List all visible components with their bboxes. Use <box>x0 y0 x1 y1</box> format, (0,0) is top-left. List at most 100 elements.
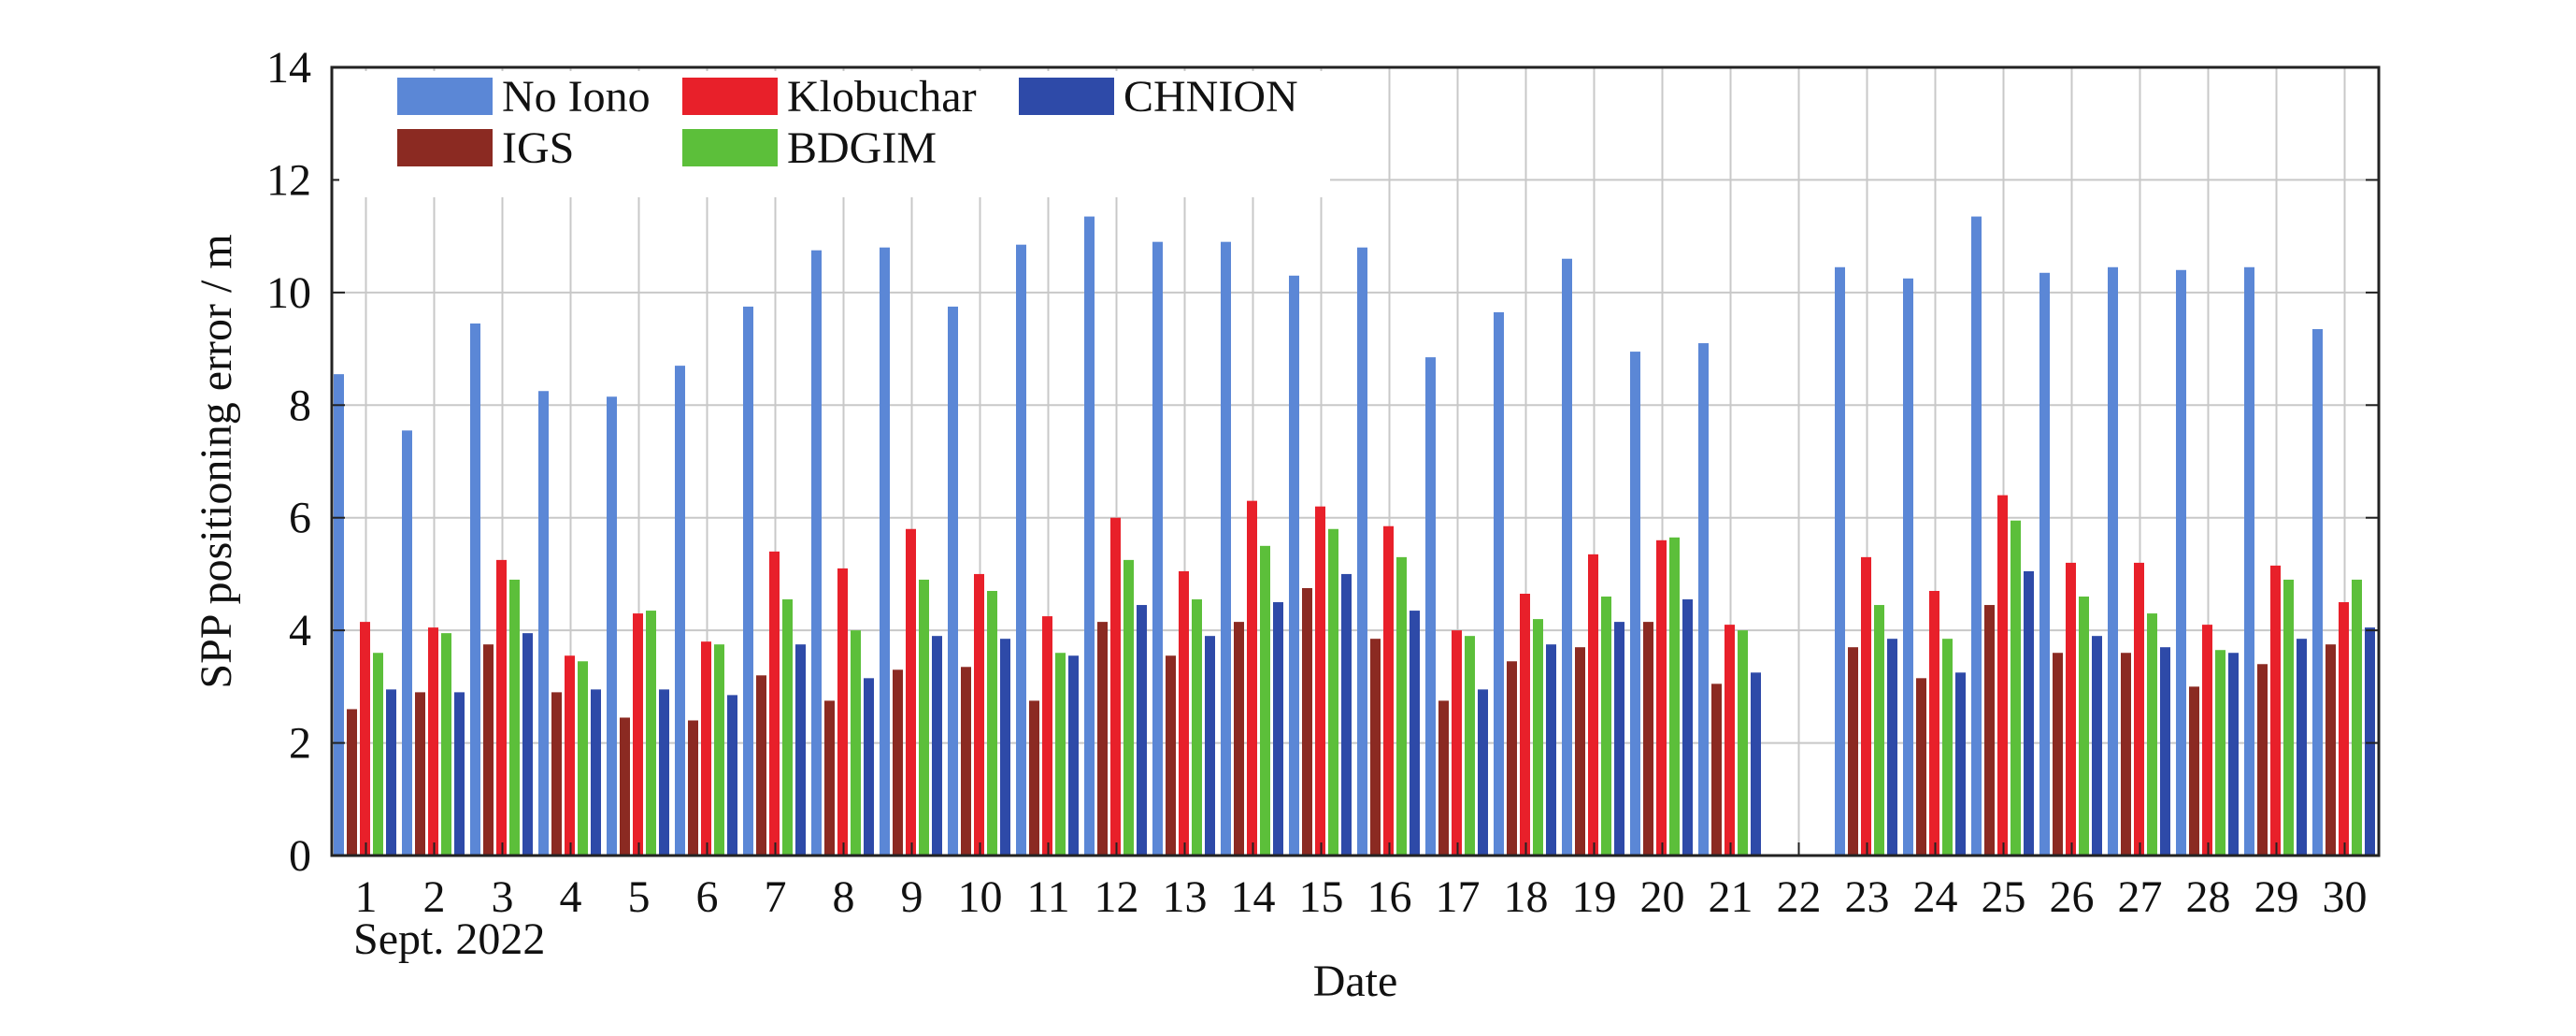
bar-bdgim <box>373 653 383 856</box>
bar-igs <box>1097 622 1108 856</box>
bar-igs <box>824 700 835 856</box>
x-tick-label: 10 <box>958 872 1003 922</box>
bar-klobuchar <box>837 568 848 856</box>
bar-chnion <box>591 689 601 856</box>
bar-igs <box>1575 647 1585 856</box>
bar-bdgim <box>441 633 451 856</box>
bar-bdgim <box>1533 619 1543 856</box>
bar-klobuchar <box>1656 540 1667 856</box>
bar-klobuchar <box>1724 625 1735 856</box>
x-tick-label: 27 <box>2118 872 2163 922</box>
bar-klobuchar <box>2066 562 2076 856</box>
bar-chnion <box>386 689 396 856</box>
bar-bdgim <box>1601 597 1611 856</box>
bar-no-iono <box>1084 216 1095 856</box>
bar-no-iono <box>470 323 480 856</box>
bar-no-iono <box>2039 272 2050 856</box>
bar-no-iono <box>1425 357 1436 856</box>
x-tick-label: 30 <box>2323 872 2368 922</box>
bar-chnion <box>2297 639 2307 856</box>
bar-chnion <box>1341 573 1352 856</box>
legend: No Iono Klobuchar CHNION IGS BDGIM <box>339 71 1330 197</box>
legend-swatch <box>397 129 493 166</box>
bar-chnion <box>1478 689 1488 856</box>
legend-label: No Iono <box>502 72 651 122</box>
bar-no-iono <box>948 306 958 856</box>
x-axis-title: Date <box>1313 957 1398 1006</box>
bar-bdgim <box>2283 579 2294 856</box>
bar-igs <box>1302 587 1312 856</box>
bar-igs <box>1984 605 1995 856</box>
x-tick-label: 17 <box>1436 872 1481 922</box>
bar-igs <box>415 692 425 856</box>
y-tick-label: 4 <box>289 606 311 655</box>
bar-no-iono <box>607 396 617 856</box>
bar-no-iono <box>2108 266 2118 856</box>
bar-klobuchar <box>1179 570 1189 856</box>
bar-bdgim <box>1260 545 1270 856</box>
x-tick-label: 16 <box>1367 872 1412 922</box>
y-tick-label: 0 <box>289 831 311 881</box>
bar-klobuchar <box>1383 525 1394 856</box>
legend-swatch <box>397 78 493 115</box>
bar-chnion <box>864 678 874 856</box>
legend-label: Klobuchar <box>787 72 977 122</box>
bar-no-iono <box>1016 244 1026 856</box>
legend-label: IGS <box>502 123 574 173</box>
bar-klobuchar <box>906 528 916 856</box>
bar-klobuchar <box>1588 554 1598 856</box>
bar-chnion <box>2024 570 2034 856</box>
bar-klobuchar <box>1929 590 1939 856</box>
bar-chnion <box>1000 639 1010 856</box>
y-tick-label: 6 <box>289 494 311 543</box>
bar-klobuchar <box>496 559 507 856</box>
bar-igs <box>1711 683 1722 856</box>
bar-igs <box>1507 661 1517 856</box>
x-tick-label: 7 <box>765 872 787 922</box>
bar-no-iono <box>1357 247 1367 856</box>
bar-chnion <box>727 695 737 856</box>
bar-no-iono <box>334 374 344 856</box>
bar-bdgim <box>919 579 929 856</box>
bar-igs <box>2257 664 2268 856</box>
x-tick-label: 9 <box>901 872 923 922</box>
bar-bdgim <box>1192 599 1202 856</box>
bar-no-iono <box>1971 216 1982 856</box>
bar-no-iono <box>675 366 685 856</box>
bar-chnion <box>795 644 806 856</box>
bar-klobuchar <box>2202 625 2212 856</box>
bar-klobuchar <box>701 641 711 856</box>
bar-no-iono <box>1562 258 1572 856</box>
bar-chnion <box>1614 622 1624 856</box>
bar-klobuchar <box>1997 495 2008 856</box>
bar-chnion <box>1682 599 1693 856</box>
x-tick-label: 13 <box>1163 872 1208 922</box>
bar-igs <box>1029 700 1039 856</box>
legend-swatch <box>682 78 778 115</box>
bar-igs <box>347 709 357 856</box>
x-tick-label: 1 <box>355 872 378 922</box>
bar-bdgim <box>578 661 588 856</box>
bar-bdgim <box>646 611 656 856</box>
bar-bdgim <box>1942 639 1953 856</box>
y-tick-label: 8 <box>289 381 311 430</box>
bar-bdgim <box>2352 579 2362 856</box>
bar-no-iono <box>1152 241 1163 856</box>
legend-box <box>339 71 1330 197</box>
x-tick-label: 18 <box>1504 872 1549 922</box>
bar-igs <box>756 675 766 856</box>
bar-chnion <box>2365 627 2375 856</box>
bar-igs <box>1370 639 1381 856</box>
bar-no-iono <box>880 247 890 856</box>
legend-swatch <box>1019 78 1114 115</box>
bar-bdgim <box>1465 636 1475 856</box>
bar-chnion <box>1887 639 1897 856</box>
x-tick-label: 11 <box>1026 872 1069 922</box>
bar-klobuchar <box>2270 565 2281 856</box>
bar-no-iono <box>1630 352 1640 856</box>
legend-swatch <box>682 129 778 166</box>
bar-klobuchar <box>1452 630 1462 856</box>
bar-klobuchar <box>974 573 984 856</box>
